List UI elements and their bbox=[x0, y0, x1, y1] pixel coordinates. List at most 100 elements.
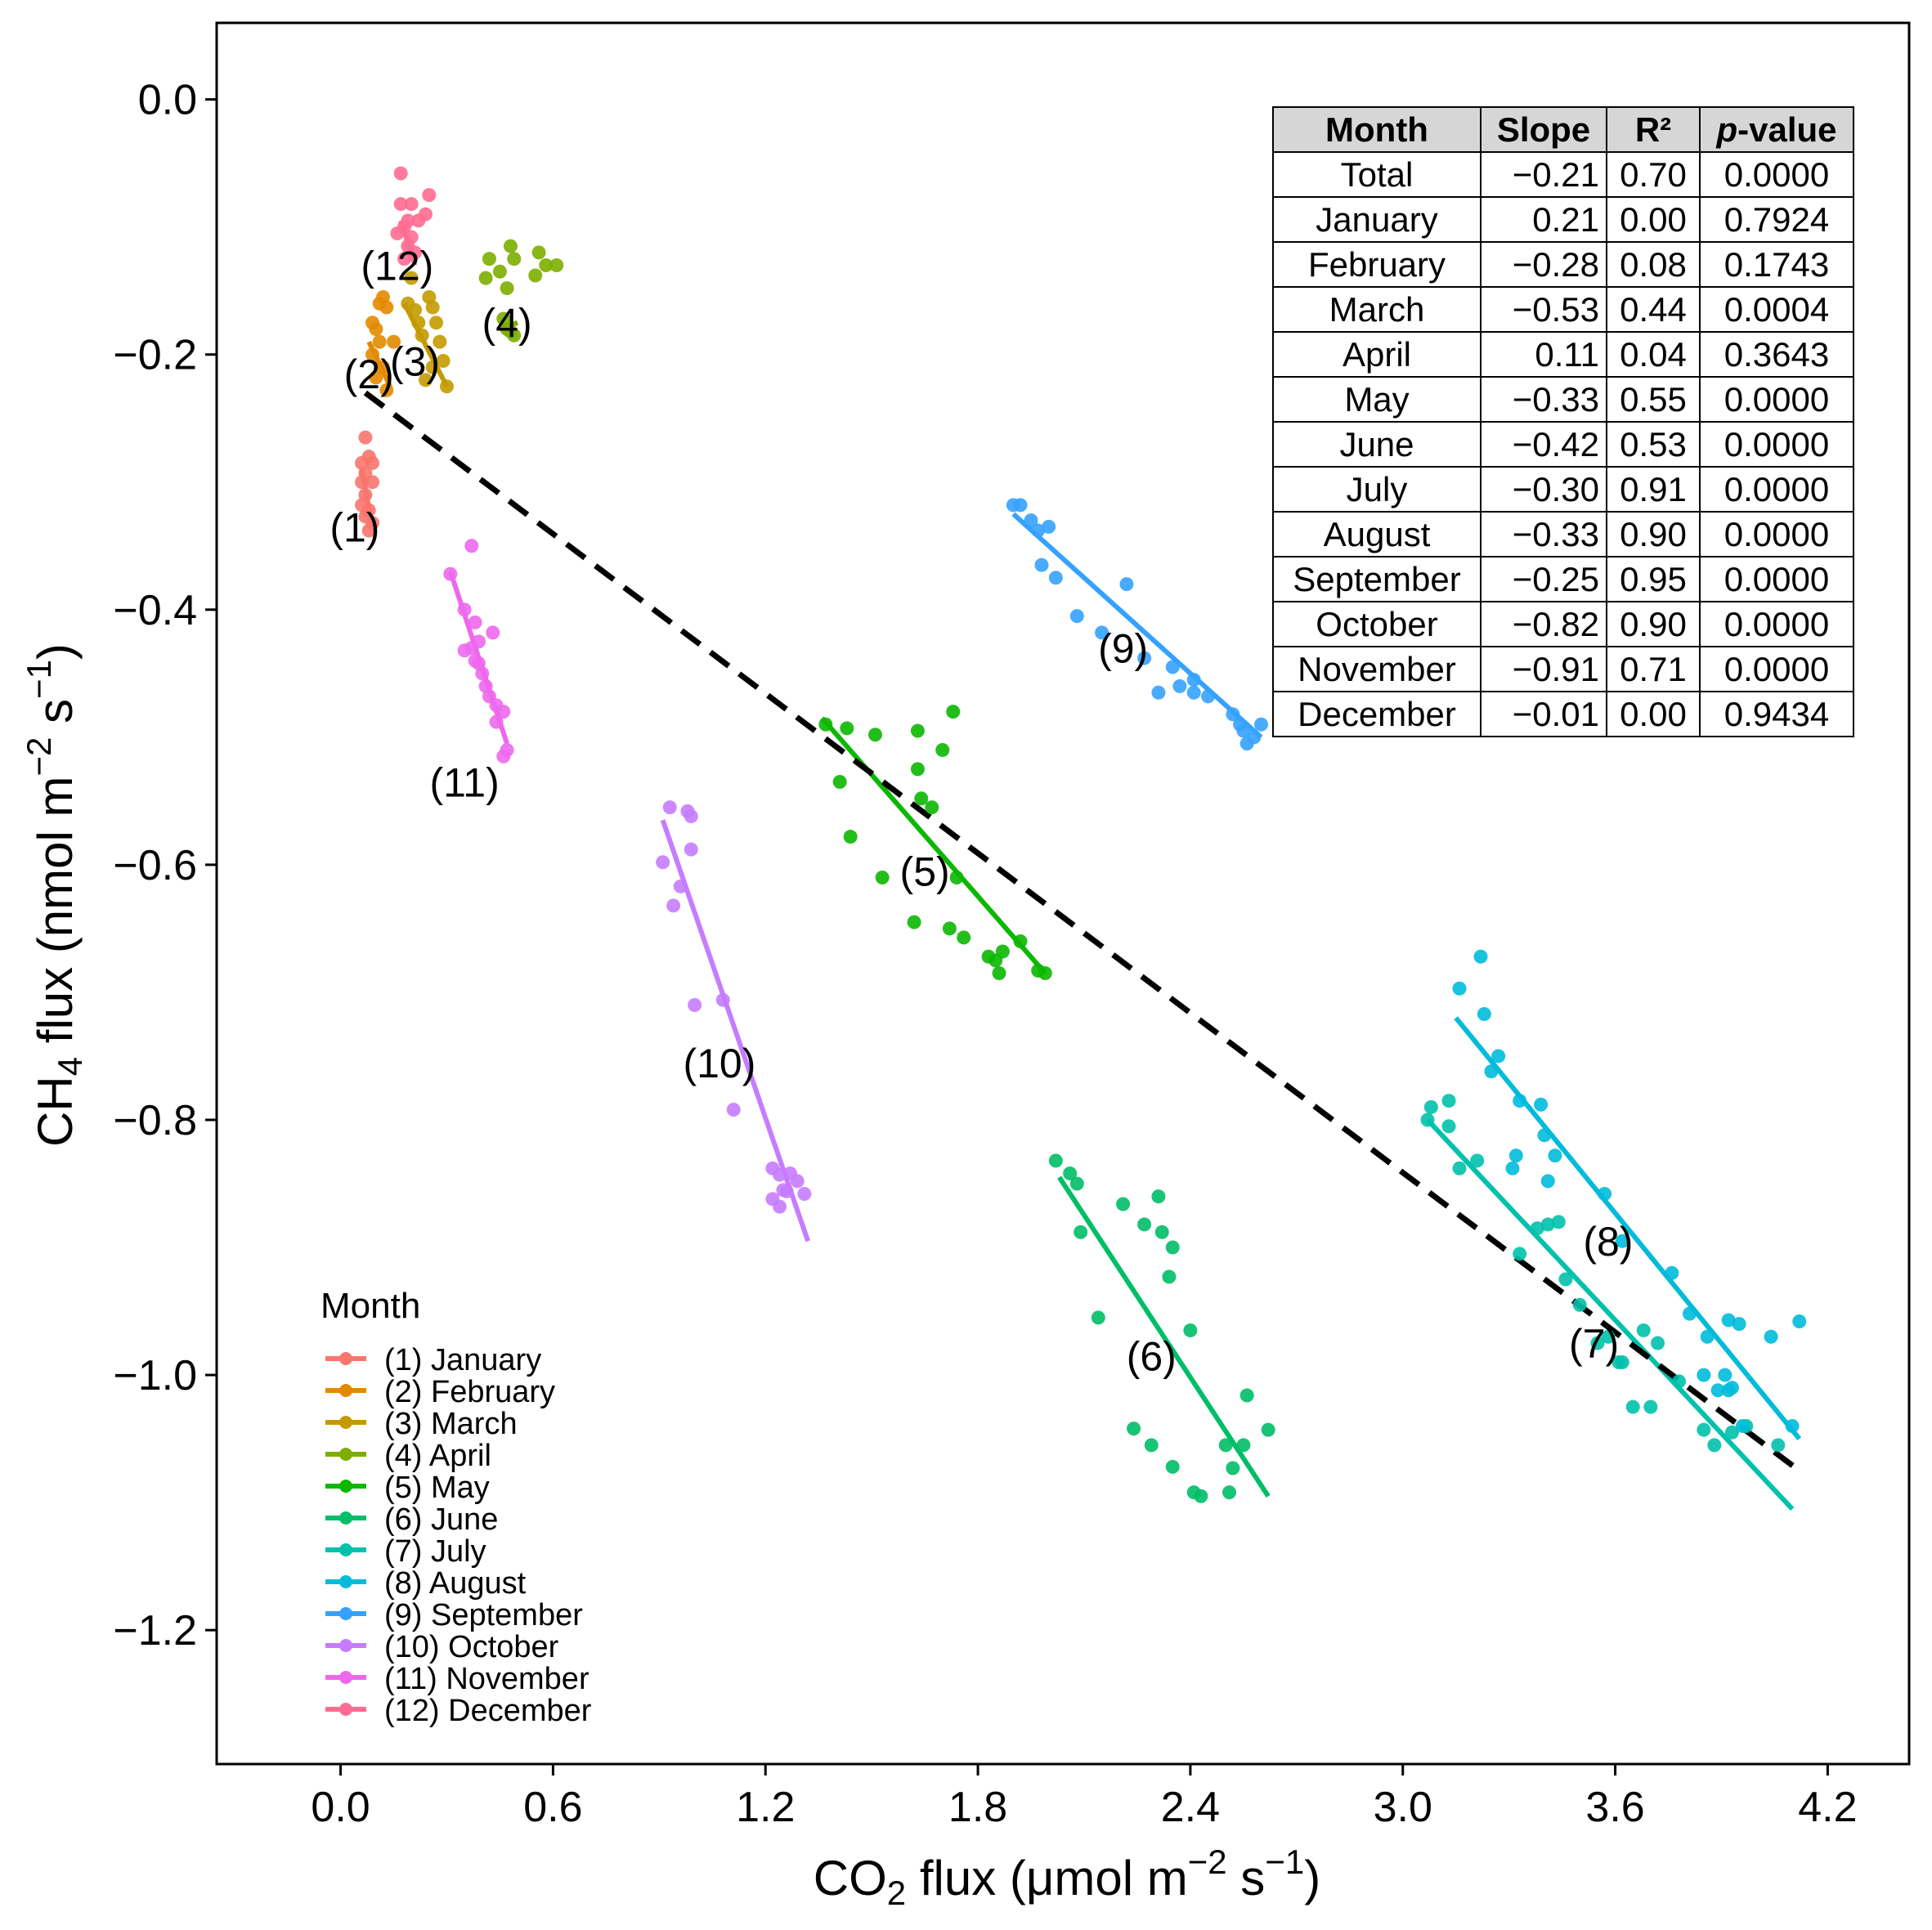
data-point bbox=[1771, 1438, 1786, 1453]
data-point bbox=[1233, 717, 1248, 732]
stats-r2-cell: 0.70 bbox=[1606, 151, 1701, 198]
data-point bbox=[1651, 1336, 1665, 1350]
data-point bbox=[1625, 1399, 1640, 1414]
legend-entry-label: (9) September bbox=[384, 1598, 583, 1632]
data-point bbox=[843, 830, 858, 844]
data-point bbox=[1441, 1119, 1456, 1134]
data-point bbox=[365, 455, 380, 470]
data-point bbox=[1572, 1297, 1587, 1312]
data-point bbox=[914, 791, 929, 806]
stats-month-cell: October bbox=[1272, 601, 1481, 647]
data-point bbox=[818, 717, 833, 732]
data-point bbox=[656, 855, 670, 870]
legend-entry-label: (2) February bbox=[384, 1375, 555, 1409]
stats-pvalue-cell: 0.0000 bbox=[1699, 646, 1854, 692]
data-point bbox=[358, 430, 373, 445]
stats-r2-cell: 0.95 bbox=[1606, 556, 1701, 602]
data-point bbox=[376, 360, 391, 374]
y-tick-label: −0.4 bbox=[113, 587, 197, 634]
data-point bbox=[1013, 498, 1028, 513]
stats-pvalue-cell: 0.0000 bbox=[1699, 466, 1854, 513]
legend-key-point bbox=[339, 1671, 352, 1684]
stats-month-cell: March bbox=[1272, 286, 1481, 333]
data-point bbox=[496, 705, 511, 719]
stats-r2-cell: 0.55 bbox=[1606, 376, 1701, 423]
stats-table: Month Slope R² p-value Total −0.21 0.70 0.0… bbox=[1272, 106, 1854, 737]
stats-table-row: Total −0.21 0.70 0.0000 bbox=[1272, 151, 1854, 198]
data-point bbox=[379, 383, 394, 397]
stats-r2-cell: 0.71 bbox=[1606, 646, 1701, 692]
series-labels: (1) (2)(3) (4) (5) (6) (7) (8) (9) (10) (11) (12) bbox=[329, 243, 1633, 1379]
data-point bbox=[1201, 689, 1216, 704]
stats-table-header-row: Month Slope R² p-value bbox=[1272, 106, 1854, 153]
data-point bbox=[1165, 1459, 1180, 1474]
data-point bbox=[1151, 685, 1166, 700]
x-tick-label: 3.6 bbox=[1585, 1784, 1644, 1831]
data-point bbox=[773, 1167, 787, 1182]
stats-r2-cell: 0.08 bbox=[1606, 241, 1701, 288]
x-tick-label: 1.8 bbox=[948, 1784, 1007, 1831]
data-point bbox=[1127, 1422, 1141, 1436]
y-tick-label: 0.0 bbox=[138, 77, 197, 124]
stats-header-slope: Slope bbox=[1480, 106, 1607, 153]
data-point bbox=[1513, 1247, 1527, 1261]
stats-table-row: June −0.42 0.53 0.0000 bbox=[1272, 421, 1854, 468]
data-point bbox=[1643, 1399, 1658, 1414]
data-point bbox=[907, 915, 921, 929]
data-point bbox=[910, 723, 925, 738]
data-point bbox=[1700, 1329, 1715, 1344]
data-point bbox=[925, 800, 939, 815]
stats-month-cell: August bbox=[1272, 511, 1481, 558]
data-point bbox=[790, 1174, 805, 1189]
data-point bbox=[1186, 673, 1201, 687]
series-label: (6) bbox=[1127, 1334, 1177, 1380]
data-point bbox=[1239, 737, 1254, 751]
data-point bbox=[1540, 1217, 1555, 1232]
x-tick-label: 0.0 bbox=[311, 1784, 370, 1831]
data-point bbox=[1074, 1225, 1088, 1239]
series-fit-line bbox=[1425, 1117, 1795, 1511]
data-point bbox=[1491, 1049, 1506, 1064]
data-point bbox=[372, 296, 387, 311]
data-point bbox=[1530, 1221, 1544, 1236]
stats-pvalue-cell: 0.0000 bbox=[1699, 376, 1854, 423]
legend-entry-label: (5) May bbox=[384, 1471, 490, 1505]
data-point bbox=[468, 615, 482, 629]
data-point bbox=[910, 762, 925, 777]
legend-entry-label: (4) April bbox=[384, 1439, 491, 1473]
stats-slope-cell: −0.82 bbox=[1480, 601, 1607, 647]
data-point bbox=[1721, 1313, 1736, 1328]
data-point bbox=[369, 370, 383, 385]
data-point bbox=[1254, 717, 1269, 732]
legend-key-point bbox=[339, 1639, 352, 1652]
data-point bbox=[688, 998, 702, 1013]
legend-entry-label: (1) January bbox=[384, 1343, 541, 1377]
stats-r2-cell: 0.00 bbox=[1606, 196, 1701, 243]
data-point bbox=[1034, 558, 1049, 572]
legend-entry-label: (8) August bbox=[384, 1566, 527, 1601]
stats-r2-cell: 0.90 bbox=[1606, 601, 1701, 647]
stats-table-row: November −0.91 0.71 0.0000 bbox=[1272, 646, 1854, 692]
data-point bbox=[1505, 1161, 1520, 1175]
data-point bbox=[1423, 1099, 1438, 1114]
data-point bbox=[942, 921, 957, 936]
data-point bbox=[539, 257, 554, 272]
series-fit-line bbox=[1454, 1016, 1802, 1440]
data-point bbox=[1038, 966, 1052, 981]
data-point bbox=[1470, 1153, 1485, 1168]
data-point bbox=[503, 239, 518, 253]
data-point bbox=[1598, 1186, 1612, 1201]
stats-r2-cell: 0.00 bbox=[1606, 691, 1701, 737]
data-point bbox=[1785, 1418, 1800, 1433]
stats-table-row: May −0.33 0.55 0.0000 bbox=[1272, 376, 1854, 423]
data-point bbox=[779, 1184, 794, 1198]
data-point bbox=[946, 705, 961, 719]
data-point bbox=[1091, 1310, 1105, 1325]
data-point bbox=[1697, 1422, 1711, 1437]
legend-entry-label: (11) November bbox=[384, 1662, 589, 1696]
data-point bbox=[726, 1102, 741, 1117]
y-tick-label: −0.2 bbox=[113, 332, 197, 379]
data-point bbox=[1508, 1149, 1523, 1163]
data-point bbox=[1707, 1438, 1722, 1453]
series-label: (4) bbox=[482, 301, 532, 347]
